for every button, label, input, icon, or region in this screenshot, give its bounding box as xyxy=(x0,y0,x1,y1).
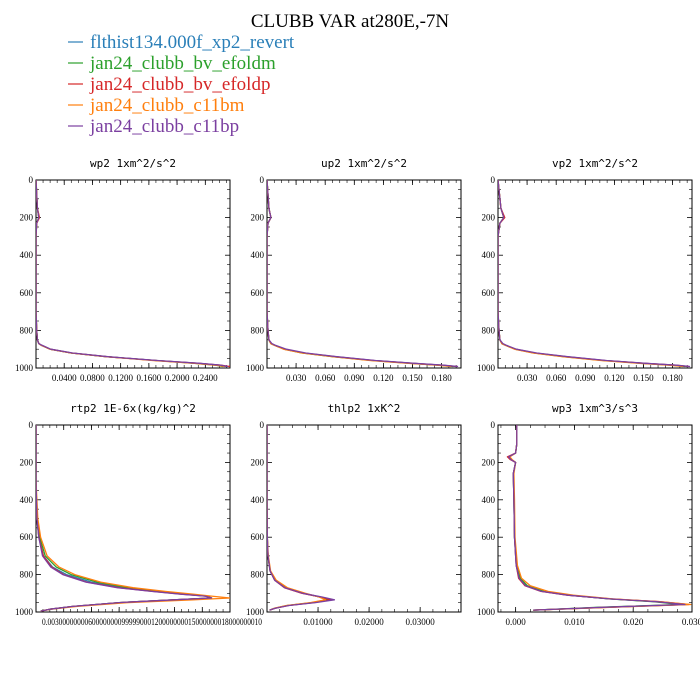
panel-title: wp2 1xm^2/s^2 xyxy=(90,157,176,170)
y-tick-label: 200 xyxy=(20,213,34,223)
x-tick-label: 0.02000 xyxy=(354,617,384,627)
y-tick-label: 0 xyxy=(491,175,496,185)
x-tick-label: 0.180 xyxy=(431,373,452,383)
x-tick-label: 0.1600 xyxy=(136,373,161,383)
x-tick-label: 0.030 xyxy=(286,373,307,383)
x-tick-label: 0.0400 xyxy=(52,373,77,383)
x-tick-label: 0.060 xyxy=(315,373,336,383)
y-tick-label: 600 xyxy=(20,532,34,542)
x-tick-label: 0.000 xyxy=(506,617,527,627)
x-tick-label: 0.020 xyxy=(623,617,644,627)
y-tick-label: 400 xyxy=(482,250,496,260)
panel-4: rtp2 1E-6x(kg/kg)^2020040060080010000.00… xyxy=(15,402,262,627)
x-tick-label: 0.01000 xyxy=(303,617,333,627)
legend-label: jan24_clubb_c11bp xyxy=(89,116,239,137)
x-tick-label: 0.150 xyxy=(402,373,423,383)
series-line-5 xyxy=(498,180,691,368)
x-tick-label: 0.2400 xyxy=(193,373,218,383)
panel-title: thlp2 1xK^2 xyxy=(328,402,401,415)
panel-1: wp2 1xm^2/s^2 0 200 400 600 800 1000 0.0400 0.08… xyxy=(15,157,231,383)
y-tick-label: 200 xyxy=(482,213,496,223)
x-tick-label: 0.03000 xyxy=(406,617,436,627)
x-tick-label: 0.2000 xyxy=(165,373,190,383)
x-tick-label: 0.150 xyxy=(633,373,654,383)
legend-label: jan24_clubb_bv_efoldp xyxy=(89,74,270,95)
panel-title: up2 1xm^2/s^2 xyxy=(321,157,407,170)
legend-label: flthist134.000f_xp2_revert xyxy=(90,32,295,53)
y-tick-label: 200 xyxy=(251,213,265,223)
x-tick-label: 0.180 xyxy=(662,373,683,383)
y-tick-label: 600 xyxy=(251,288,265,298)
y-tick-label: 600 xyxy=(20,288,34,298)
x-tick-label: 0.030 xyxy=(517,373,538,383)
panel-title: rtp2 1E-6x(kg/kg)^2 xyxy=(70,402,196,415)
y-tick-label: 400 xyxy=(251,495,265,505)
y-tick-label: 0 xyxy=(260,175,265,185)
y-tick-label: 0 xyxy=(29,420,34,430)
x-tick-label: 0.120 xyxy=(604,373,625,383)
panel-title: wp3 1xm^3/s^3 xyxy=(552,402,638,415)
y-tick-label: 400 xyxy=(20,250,34,260)
y-tick-label: 800 xyxy=(20,570,34,580)
y-tick-label: 0 xyxy=(260,420,265,430)
x-tick-label: 0.090 xyxy=(344,373,365,383)
panels: wp2 1xm^2/s^2 0 200 400 600 800 1000 0.0400 0.08… xyxy=(15,157,700,627)
y-tick-label: 600 xyxy=(482,532,496,542)
y-tick-label: 800 xyxy=(251,570,265,580)
y-tick-label: 200 xyxy=(482,457,496,467)
y-tick-label: 1000 xyxy=(246,607,265,617)
y-tick-label: 0 xyxy=(29,175,34,185)
y-tick-label: 600 xyxy=(482,288,496,298)
x-tick-label: 0.010 xyxy=(564,617,585,627)
y-tick-label: 1000 xyxy=(477,607,496,617)
y-tick-label: 800 xyxy=(482,325,496,335)
y-tick-label: 200 xyxy=(20,457,34,467)
y-tick-label: 1000 xyxy=(15,607,34,617)
y-tick-label: 1000 xyxy=(477,363,496,373)
x-tick-label: 0.0800 xyxy=(80,373,105,383)
legend-label: jan24_clubb_bv_efoldm xyxy=(89,53,276,74)
y-tick-label: 800 xyxy=(20,325,34,335)
series-line-5 xyxy=(267,180,459,368)
series-line-5 xyxy=(36,180,229,368)
series-line-5 xyxy=(507,425,686,611)
x-tick-label: 0.030 xyxy=(682,617,700,627)
y-tick-label: 400 xyxy=(482,495,496,505)
y-tick-label: 1000 xyxy=(246,363,265,373)
figure-title: CLUBB VAR at280E,-7N xyxy=(251,11,450,32)
legend: flthist134.000f_xp2_revertjan24_clubb_bv… xyxy=(68,32,295,137)
series-line-5 xyxy=(267,425,336,611)
y-tick-label: 0 xyxy=(491,420,496,430)
panel-5: thlp2 1xK^2 0 200 400 600 800 1000 0.01000 0.020… xyxy=(246,402,462,627)
y-tick-label: 400 xyxy=(251,250,265,260)
y-tick-label: 800 xyxy=(482,570,496,580)
panel-6: wp3 1xm^3/s^3 0 200 400 600 800 1000 0.000 0.010… xyxy=(477,402,700,627)
x-tick-label: 0.120 xyxy=(373,373,394,383)
y-tick-label: 1000 xyxy=(15,363,34,373)
legend-label: jan24_clubb_c11bm xyxy=(89,95,245,116)
series-line-4 xyxy=(36,425,230,612)
x-tick-label: 0.090 xyxy=(575,373,596,383)
series-line-5 xyxy=(36,425,213,612)
y-tick-label: 600 xyxy=(251,532,265,542)
x-tick-labels-overlapping: 0.00300000000600000000999990001200000000… xyxy=(42,617,262,627)
y-tick-label: 800 xyxy=(251,325,265,335)
y-tick-label: 200 xyxy=(251,457,265,467)
y-tick-label: 400 xyxy=(20,495,34,505)
panel-2: up2 1xm^2/s^2 0 200 400 600 800 1000 0.030 0.060… xyxy=(246,157,462,383)
x-tick-label: 0.1200 xyxy=(108,373,133,383)
x-tick-label: 0.060 xyxy=(546,373,567,383)
panel-3: vp2 1xm^2/s^2 0 200 400 600 800 1000 0.030 0.060… xyxy=(477,157,693,383)
panel-title: vp2 1xm^2/s^2 xyxy=(552,157,638,170)
